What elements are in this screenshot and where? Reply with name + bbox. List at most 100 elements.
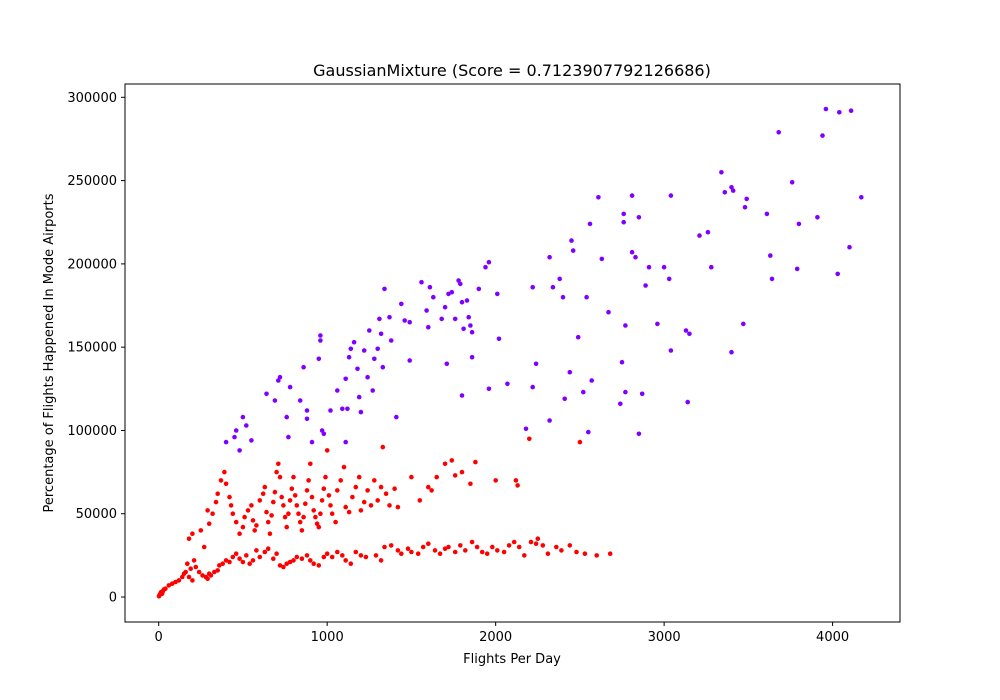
data-point xyxy=(387,314,392,320)
data-point xyxy=(575,334,581,340)
data-point xyxy=(321,554,327,560)
data-point xyxy=(264,391,269,397)
plot-area-frame xyxy=(124,83,901,623)
data-point xyxy=(420,544,426,550)
data-point xyxy=(250,558,256,563)
data-point xyxy=(265,519,271,525)
data-point xyxy=(326,493,332,498)
data-point xyxy=(387,503,392,508)
data-point xyxy=(267,531,273,536)
data-point xyxy=(233,551,239,556)
data-point xyxy=(254,523,259,528)
data-point xyxy=(409,474,414,480)
data-point xyxy=(407,319,413,325)
data-point xyxy=(506,543,512,548)
data-point xyxy=(429,488,434,493)
data-point xyxy=(286,511,291,516)
data-point xyxy=(607,551,613,556)
data-point xyxy=(399,301,404,307)
data-point xyxy=(316,356,322,362)
data-point xyxy=(321,431,327,437)
data-point xyxy=(547,418,552,423)
data-point xyxy=(399,551,404,556)
data-point xyxy=(176,578,182,583)
data-point xyxy=(426,541,431,546)
data-point xyxy=(262,484,268,490)
data-point xyxy=(545,551,551,556)
data-point xyxy=(486,386,492,392)
data-point xyxy=(244,423,249,428)
data-point xyxy=(269,513,274,518)
data-point xyxy=(363,554,369,560)
data-point xyxy=(742,205,748,210)
data-point xyxy=(286,434,291,440)
data-point xyxy=(437,551,443,556)
data-point xyxy=(287,498,293,503)
data-point xyxy=(277,474,283,480)
data-point xyxy=(240,559,246,565)
data-point xyxy=(442,546,448,551)
data-point xyxy=(271,556,276,561)
data-point xyxy=(837,110,842,115)
data-point xyxy=(530,384,535,390)
data-point xyxy=(427,284,433,290)
x-tick-label: 3000 xyxy=(648,630,681,645)
data-point xyxy=(309,439,315,445)
x-axis: 0 1000 2000 3000 4000 xyxy=(155,622,849,645)
data-point xyxy=(350,494,355,500)
data-point xyxy=(621,219,626,225)
data-point xyxy=(776,130,781,135)
data-point xyxy=(452,549,458,555)
data-point xyxy=(230,511,236,516)
data-point xyxy=(244,553,249,558)
data-point xyxy=(289,486,295,492)
data-point xyxy=(281,564,286,570)
data-point xyxy=(463,548,468,553)
data-point xyxy=(341,464,347,470)
data-point xyxy=(599,256,605,262)
data-point xyxy=(661,264,667,270)
data-point xyxy=(382,286,387,292)
data-point xyxy=(345,406,350,412)
data-point xyxy=(490,544,495,550)
data-point xyxy=(505,381,510,387)
data-point xyxy=(796,221,802,227)
data-point xyxy=(629,249,635,255)
data-point xyxy=(297,519,303,525)
data-point xyxy=(380,364,386,370)
data-point xyxy=(468,323,473,328)
data-point xyxy=(335,549,340,555)
data-point xyxy=(456,278,461,283)
data-point xyxy=(373,553,379,558)
data-point xyxy=(228,503,234,508)
y-tick-label: 100000 xyxy=(67,424,117,439)
data-point xyxy=(335,388,340,393)
data-point xyxy=(392,486,397,492)
data-point xyxy=(547,254,552,260)
data-point xyxy=(232,434,237,440)
data-point xyxy=(370,388,376,393)
data-point xyxy=(343,439,349,445)
data-point xyxy=(361,348,367,353)
data-point xyxy=(562,396,567,402)
data-point xyxy=(262,549,268,555)
data-point xyxy=(459,393,465,398)
data-point xyxy=(668,348,674,353)
data-point xyxy=(324,448,330,453)
data-point xyxy=(296,511,301,516)
data-point xyxy=(402,318,408,323)
data-point xyxy=(333,519,338,525)
x-tick-label: 4000 xyxy=(816,630,849,645)
data-point xyxy=(299,528,305,533)
data-point xyxy=(586,429,591,435)
y-axis: 0 50000 100000 150000 200000 250000 300000 xyxy=(67,91,125,606)
data-point xyxy=(709,264,714,270)
data-point xyxy=(439,316,445,322)
data-point xyxy=(272,489,278,495)
y-tick-label: 250000 xyxy=(67,174,117,189)
data-point xyxy=(495,548,500,553)
data-point xyxy=(372,478,377,483)
data-point xyxy=(449,458,455,463)
data-point xyxy=(351,339,357,345)
data-point xyxy=(484,551,490,556)
